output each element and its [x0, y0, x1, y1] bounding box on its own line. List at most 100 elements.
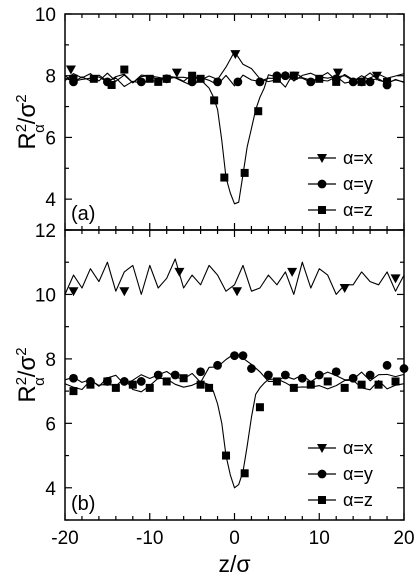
- data-point: [213, 77, 222, 87]
- legend-label: α=x: [343, 438, 373, 458]
- data-point: [171, 68, 182, 78]
- series-α=y: [64, 71, 405, 90]
- y-tick-label: 10: [35, 285, 56, 306]
- panel-label: (b): [71, 493, 95, 515]
- data-point: [136, 77, 146, 87]
- legend-marker: [318, 496, 326, 504]
- series-α=x: [64, 50, 405, 84]
- plot-frame: [64, 13, 405, 231]
- data-point: [374, 380, 383, 389]
- legend: α=x α=y α=z: [308, 438, 373, 510]
- x-tick-label: 10: [309, 528, 330, 549]
- data-point: [128, 380, 137, 389]
- data-point: [154, 77, 163, 86]
- data-point: [314, 370, 324, 380]
- plot-frame: [64, 229, 405, 521]
- y-tick-label: 6: [45, 414, 56, 435]
- y-tick-label: 4: [45, 479, 56, 500]
- data-point: [315, 74, 324, 83]
- legend-label: α=x: [343, 148, 373, 168]
- data-point: [254, 107, 263, 116]
- legend-label: α=z: [343, 200, 373, 220]
- data-point: [230, 50, 241, 60]
- data-point: [383, 77, 392, 86]
- data-point: [170, 370, 180, 380]
- legend-marker: [318, 206, 326, 214]
- data-point: [365, 370, 375, 380]
- series-line: [64, 71, 405, 88]
- x-tick-label: -10: [136, 528, 163, 549]
- x-tick-label: 0: [229, 528, 240, 549]
- data-point: [69, 387, 78, 396]
- data-point: [289, 71, 298, 80]
- data-point: [153, 370, 163, 380]
- legend: α=x α=y α=z: [308, 148, 373, 220]
- data-point: [331, 367, 341, 377]
- data-point: [174, 267, 185, 277]
- data-point: [287, 267, 298, 277]
- data-point: [238, 351, 248, 361]
- data-point: [89, 74, 98, 83]
- y-tick-label: 6: [45, 128, 56, 149]
- data-point: [247, 364, 256, 373]
- data-point: [196, 367, 206, 377]
- data-point: [289, 383, 298, 392]
- data-point: [111, 383, 120, 392]
- data-point: [205, 383, 214, 392]
- x-tick-label: 20: [393, 528, 414, 549]
- data-point: [210, 96, 219, 105]
- series-line: [64, 73, 405, 205]
- legend-marker: [317, 179, 327, 189]
- data-point: [196, 74, 205, 83]
- data-point: [162, 377, 171, 386]
- data-point: [348, 373, 358, 383]
- data-point: [119, 287, 130, 297]
- data-point: [69, 373, 78, 383]
- data-point: [179, 374, 188, 383]
- data-point: [145, 383, 154, 392]
- legend-label: α=y: [343, 174, 373, 194]
- data-point: [357, 77, 366, 86]
- x-axis-label: z/σ: [218, 551, 250, 577]
- axis-ticks: [64, 13, 405, 231]
- data-point: [332, 77, 341, 86]
- data-point: [306, 380, 315, 389]
- data-point: [255, 403, 264, 412]
- data-point: [255, 77, 265, 87]
- series-α=y: [64, 351, 409, 387]
- data-point: [222, 451, 231, 460]
- legend-label: α=z: [343, 490, 373, 510]
- data-point: [332, 68, 343, 78]
- series-α=z: [64, 65, 405, 205]
- data-point: [107, 80, 116, 89]
- legend-marker: [317, 154, 327, 163]
- legend-marker: [317, 469, 327, 479]
- data-point: [323, 377, 332, 386]
- data-point: [196, 380, 205, 389]
- data-point: [103, 377, 112, 386]
- legend-label: α=y: [343, 464, 373, 484]
- data-point: [136, 377, 146, 386]
- data-point: [280, 71, 290, 81]
- data-point: [86, 380, 95, 389]
- data-point: [213, 360, 222, 370]
- data-point: [390, 274, 401, 284]
- data-point: [240, 469, 249, 478]
- y-axis-label: R2α/σ2: [13, 94, 48, 149]
- data-point: [188, 71, 197, 80]
- data-point: [357, 380, 366, 389]
- data-point: [382, 360, 392, 370]
- panel-label: (a): [71, 203, 95, 225]
- y-tick-label: 8: [45, 67, 56, 88]
- legend-marker: [317, 444, 327, 453]
- x-tick-label: -20: [51, 528, 78, 549]
- y-tick-label: 10: [35, 5, 56, 26]
- data-point: [339, 284, 350, 293]
- data-point: [232, 287, 243, 297]
- data-point: [220, 173, 229, 182]
- data-point: [272, 377, 281, 386]
- data-point: [264, 370, 273, 380]
- data-point: [69, 74, 78, 83]
- data-point: [233, 77, 243, 87]
- panel-a: 4 6 8 10 α=x α=y α=z (a) R2α/σ2: [13, 5, 405, 231]
